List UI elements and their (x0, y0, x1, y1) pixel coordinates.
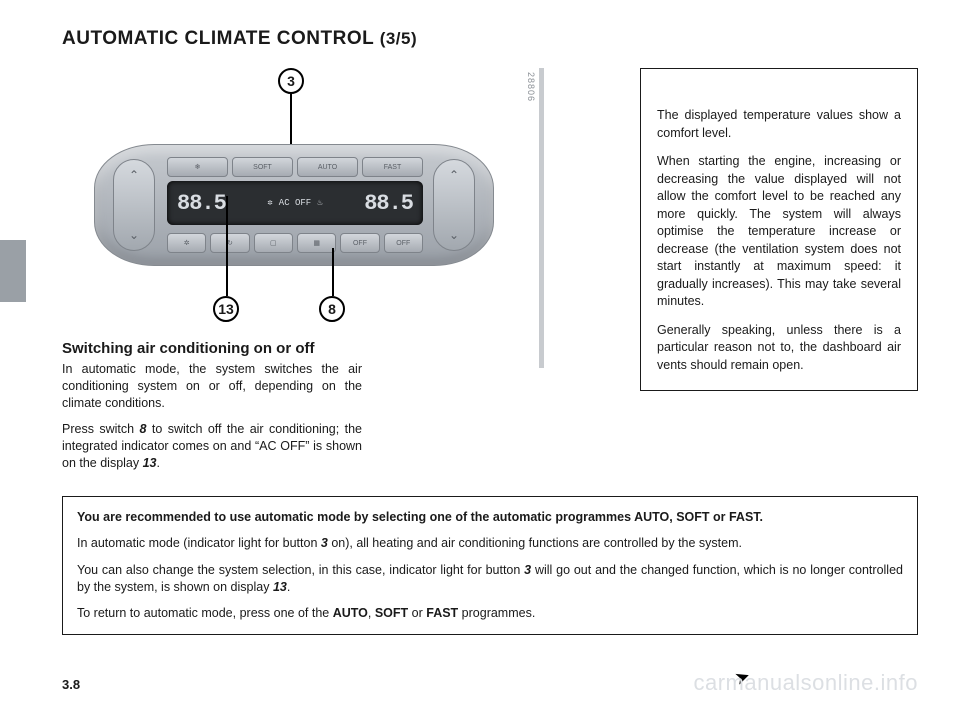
recommendation-box: You are recommended to use automatic mod… (62, 496, 918, 635)
section-tab (0, 240, 26, 302)
info-p2: When starting the engine, increasing or … (657, 153, 901, 311)
btn-fast: FAST (362, 157, 423, 177)
btn-recirc: ↻ (210, 233, 249, 253)
section-heading: Switching air conditioning on or off (62, 340, 362, 359)
callout-13: 13 (213, 296, 239, 322)
info-box: The displayed temperature values show a … (640, 68, 918, 391)
body-text: Switching air conditioning on or off In … (62, 340, 362, 472)
airflow-icon: ♨ (317, 198, 322, 208)
box-p1: You are recommended to use automatic mod… (77, 509, 903, 526)
btn-rear: ▦ (297, 233, 336, 253)
box-p3: You can also change the system selection… (77, 562, 903, 597)
btn-auto: AUTO (297, 157, 358, 177)
info-p3: Generally speaking, unless there is a pa… (657, 322, 901, 375)
page-title: AUTOMATIC CLIMATE CONTROL (3/5) (62, 28, 918, 50)
btn-mode: ▢ (254, 233, 293, 253)
figure: 28806 3 ⌃⌄ ⌃⌄ ❄ SOFT AUTO FAST (62, 68, 522, 326)
photo-id: 28806 (526, 72, 536, 102)
box-p2: In automatic mode (indicator light for b… (77, 535, 903, 552)
box-p3-a: You can also change the system selection… (77, 563, 524, 577)
box-p4: To return to automatic mode, press one o… (77, 605, 903, 622)
section-p2: Press switch 8 to switch off the air con… (62, 421, 362, 472)
btn-acoff: OFF (340, 233, 379, 253)
temp-left: 88.5 (177, 191, 226, 216)
btn-fan: ✲ (167, 233, 206, 253)
callout-8-lead (332, 248, 334, 296)
p2-c: . (157, 456, 160, 470)
info-p1: The displayed temperature values show a … (657, 107, 901, 142)
box-p4-auto: AUTO (333, 606, 368, 620)
callout-13-lead (226, 196, 228, 296)
callout-3: 3 (278, 68, 304, 94)
callout-13-label: 13 (213, 296, 239, 322)
box-p4-fast: FAST (426, 606, 458, 620)
btn-off: OFF (384, 233, 423, 253)
box-p4-c: or (408, 606, 426, 620)
box-p4-b: , (368, 606, 375, 620)
box-p4-a: To return to automatic mode, press one o… (77, 606, 333, 620)
p2-a: Press switch (62, 422, 140, 436)
box-p2-b: on), all heating and air conditioning fu… (328, 536, 742, 550)
title-main: AUTOMATIC CLIMATE CONTROL (62, 28, 380, 49)
box-p3-ref13: 13 (273, 580, 287, 594)
btn-soft: SOFT (232, 157, 293, 177)
page-number: 3.8 (62, 677, 80, 692)
temp-rocker-left: ⌃⌄ (113, 159, 155, 251)
fan-icon: ✲ (267, 198, 272, 208)
climate-display: 88.5 ✲ AC OFF ♨ 88.5 (167, 181, 423, 225)
ac-off-text: AC OFF (279, 198, 311, 208)
p2-ref13: 13 (143, 456, 157, 470)
display-mid: ✲ AC OFF ♨ (267, 198, 322, 208)
callout-8: 8 (319, 296, 345, 322)
box-p4-d: programmes. (458, 606, 535, 620)
box-p1-text: You are recommended to use automatic mod… (77, 510, 763, 524)
box-p2-a: In automatic mode (indicator light for b… (77, 536, 321, 550)
btn-defrost: ❄ (167, 157, 228, 177)
temp-rocker-right: ⌃⌄ (433, 159, 475, 251)
figure-stripe (539, 68, 544, 368)
climate-panel: ⌃⌄ ⌃⌄ ❄ SOFT AUTO FAST 88.5 ✲ AC OFF ♨ (94, 144, 494, 266)
box-p4-soft: SOFT (375, 606, 408, 620)
box-p3-c: . (287, 580, 290, 594)
bottom-button-row: ✲ ↻ ▢ ▦ OFF OFF (167, 233, 423, 253)
temp-right: 88.5 (364, 191, 413, 216)
box-p2-ref3: 3 (321, 536, 328, 550)
callout-8-label: 8 (319, 296, 345, 322)
title-counter: (3/5) (380, 29, 417, 48)
watermark: carmanualsonline.info (693, 670, 918, 696)
top-button-row: ❄ SOFT AUTO FAST (167, 157, 423, 177)
section-p1: In automatic mode, the system switches t… (62, 361, 362, 412)
callout-3-label: 3 (278, 68, 304, 94)
